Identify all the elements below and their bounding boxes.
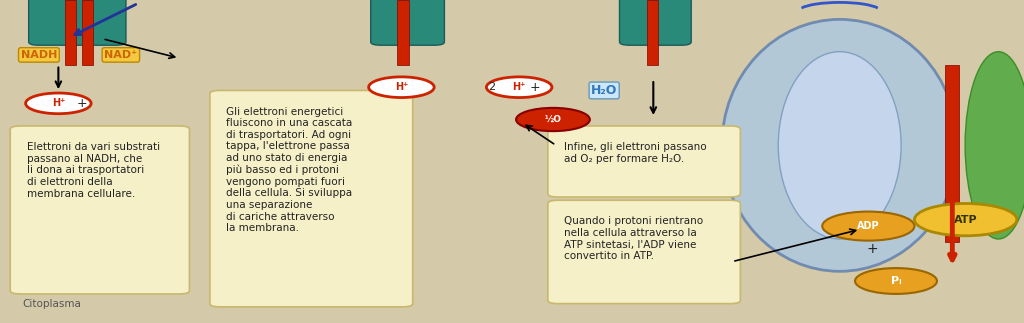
FancyBboxPatch shape bbox=[29, 0, 126, 45]
Text: Quando i protoni rientrano
nella cellula attraverso la
ATP sintetasi, l'ADP vien: Quando i protoni rientrano nella cellula… bbox=[564, 216, 703, 261]
Text: H⁺: H⁺ bbox=[51, 99, 66, 108]
Text: +: + bbox=[77, 97, 87, 110]
Text: ADP: ADP bbox=[857, 221, 880, 231]
Circle shape bbox=[369, 77, 434, 98]
Circle shape bbox=[914, 203, 1017, 236]
Circle shape bbox=[516, 108, 590, 131]
Text: Gli elettroni energetici
fluiscono in una cascata
di trasportatori. Ad ogni
tapp: Gli elettroni energetici fluiscono in un… bbox=[226, 107, 352, 233]
Bar bbox=[647, 0, 658, 65]
Text: H⁺: H⁺ bbox=[394, 82, 409, 92]
Ellipse shape bbox=[965, 52, 1024, 239]
Circle shape bbox=[822, 212, 914, 241]
Text: +: + bbox=[529, 81, 540, 94]
Text: 2: 2 bbox=[488, 82, 495, 92]
FancyBboxPatch shape bbox=[10, 126, 189, 294]
FancyBboxPatch shape bbox=[210, 90, 413, 307]
Bar bbox=[945, 65, 959, 242]
Text: Infine, gli elettroni passano
ad O₂ per formare H₂O.: Infine, gli elettroni passano ad O₂ per … bbox=[564, 142, 707, 164]
FancyBboxPatch shape bbox=[548, 200, 740, 304]
Text: NADH: NADH bbox=[20, 50, 57, 60]
Text: ATP: ATP bbox=[953, 215, 978, 224]
Bar bbox=[397, 0, 409, 65]
Text: NAD⁺: NAD⁺ bbox=[104, 50, 137, 60]
Text: H₂O: H₂O bbox=[591, 84, 617, 97]
Text: Citoplasma: Citoplasma bbox=[23, 299, 81, 308]
FancyBboxPatch shape bbox=[371, 0, 444, 45]
Text: ½O: ½O bbox=[545, 115, 561, 124]
Bar bbox=[82, 0, 93, 65]
Text: +: + bbox=[866, 242, 879, 256]
Text: Pᵢ: Pᵢ bbox=[891, 276, 901, 286]
Circle shape bbox=[486, 77, 552, 98]
Ellipse shape bbox=[778, 52, 901, 239]
FancyBboxPatch shape bbox=[548, 126, 740, 197]
Circle shape bbox=[855, 268, 937, 294]
Ellipse shape bbox=[722, 19, 957, 271]
Text: H⁺: H⁺ bbox=[512, 82, 526, 92]
Circle shape bbox=[26, 93, 91, 114]
Bar bbox=[65, 0, 76, 65]
FancyBboxPatch shape bbox=[620, 0, 691, 45]
Text: Elettroni da vari substrati
passano al NADH, che
li dona ai trasportatori
di ele: Elettroni da vari substrati passano al N… bbox=[27, 142, 160, 199]
